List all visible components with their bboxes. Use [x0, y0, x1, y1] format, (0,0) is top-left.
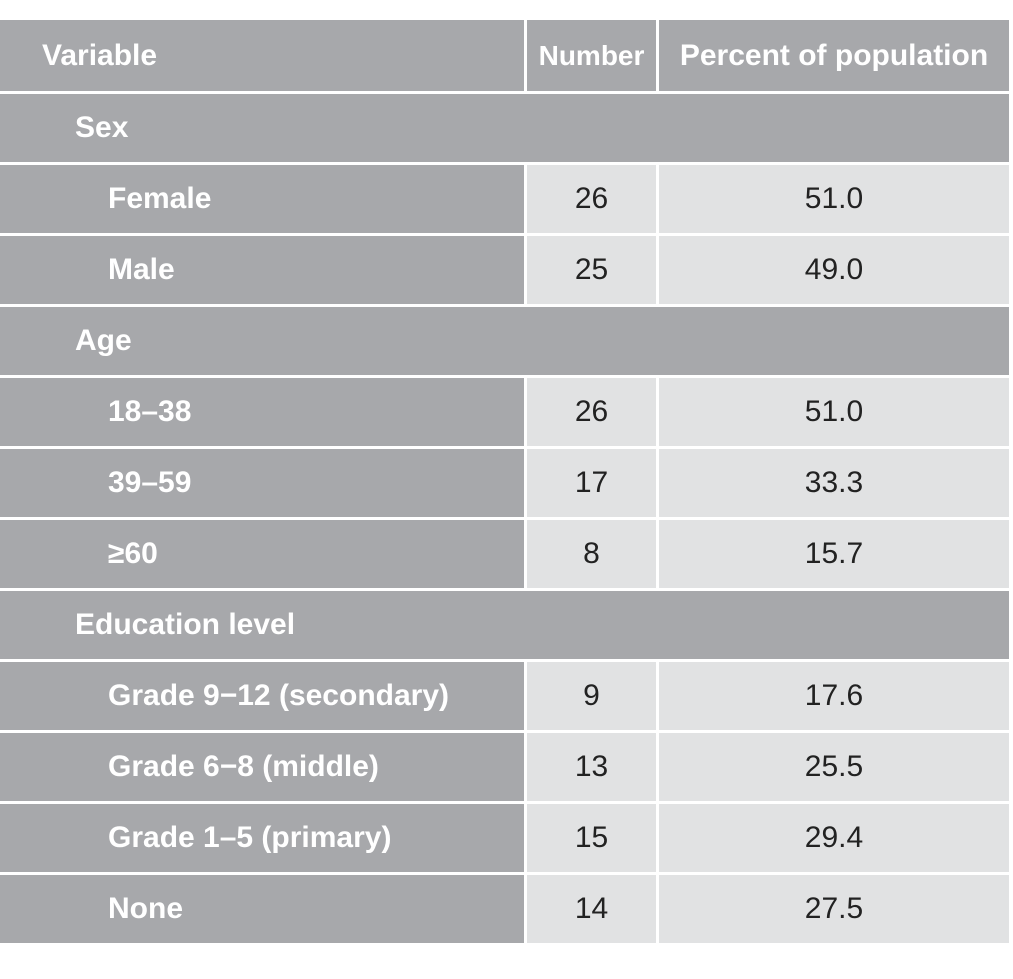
header-percent: Percent of population [656, 20, 1009, 91]
row-label: Grade 1–5 (primary) [0, 804, 524, 872]
row-percent: 27.5 [656, 875, 1009, 943]
row-label: None [0, 875, 524, 943]
demographics-table: Variable Number Percent of population Se… [0, 20, 1009, 943]
row-percent: 49.0 [656, 236, 1009, 304]
row-percent: 51.0 [656, 165, 1009, 233]
row-number: 15 [524, 804, 656, 872]
row-number: 14 [524, 875, 656, 943]
row-label: Female [0, 165, 524, 233]
section-row-age: Age [0, 304, 1009, 375]
row-percent: 29.4 [656, 804, 1009, 872]
row-number: 13 [524, 733, 656, 801]
row-percent: 17.6 [656, 662, 1009, 730]
table-row: Female 26 51.0 [0, 162, 1009, 233]
row-number: 25 [524, 236, 656, 304]
row-label: ≥60 [0, 520, 524, 588]
table-row: None 14 27.5 [0, 872, 1009, 943]
table-header-row: Variable Number Percent of population [0, 20, 1009, 91]
row-label: Grade 9−12 (secondary) [0, 662, 524, 730]
table-row: 18–38 26 51.0 [0, 375, 1009, 446]
table-row: Male 25 49.0 [0, 233, 1009, 304]
section-row-education: Education level [0, 588, 1009, 659]
section-label: Age [0, 307, 1009, 375]
row-label: 18–38 [0, 378, 524, 446]
section-label: Sex [0, 94, 1009, 162]
row-percent: 33.3 [656, 449, 1009, 517]
table-row: Grade 9−12 (secondary) 9 17.6 [0, 659, 1009, 730]
header-number: Number [524, 20, 656, 91]
row-number: 26 [524, 165, 656, 233]
row-number: 17 [524, 449, 656, 517]
row-label: Male [0, 236, 524, 304]
table-row: ≥60 8 15.7 [0, 517, 1009, 588]
row-number: 8 [524, 520, 656, 588]
row-percent: 25.5 [656, 733, 1009, 801]
table-row: Grade 1–5 (primary) 15 29.4 [0, 801, 1009, 872]
table-row: 39–59 17 33.3 [0, 446, 1009, 517]
row-number: 26 [524, 378, 656, 446]
section-row-sex: Sex [0, 91, 1009, 162]
row-label: 39–59 [0, 449, 524, 517]
table-row: Grade 6−8 (middle) 13 25.5 [0, 730, 1009, 801]
row-number: 9 [524, 662, 656, 730]
row-percent: 15.7 [656, 520, 1009, 588]
row-percent: 51.0 [656, 378, 1009, 446]
section-label: Education level [0, 591, 1009, 659]
row-label: Grade 6−8 (middle) [0, 733, 524, 801]
header-variable: Variable [0, 20, 524, 91]
